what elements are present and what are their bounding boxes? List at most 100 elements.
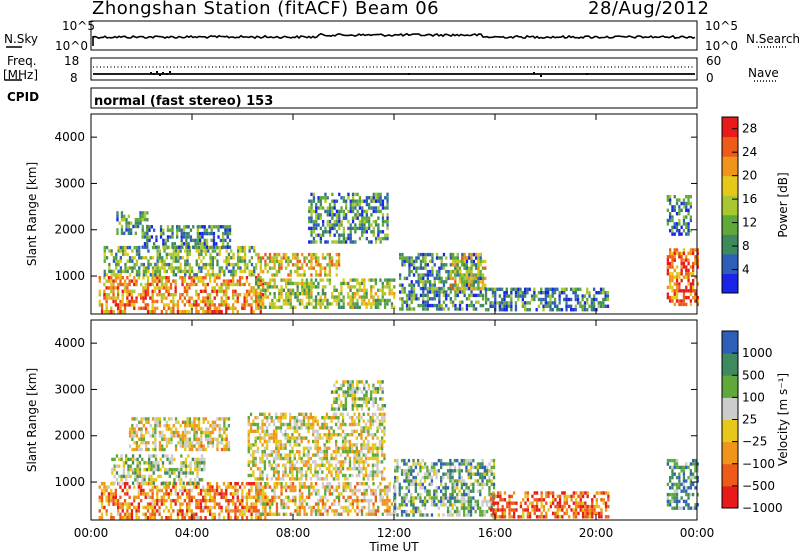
heatmap-cell [282, 252, 285, 257]
heatmap-cell [383, 485, 387, 489]
heatmap-cell [225, 492, 228, 496]
heatmap-cell [188, 262, 191, 267]
heatmap-cell [371, 422, 375, 427]
heatmap-cell [394, 499, 397, 504]
heatmap-cell [174, 273, 178, 277]
heatmap-cell [112, 299, 115, 304]
heatmap-cell [303, 505, 306, 510]
heatmap-cell [378, 419, 381, 423]
heatmap-cell [324, 492, 327, 496]
heatmap-cell [237, 266, 240, 270]
heatmap-cell [319, 226, 322, 231]
heatmap-cell [279, 422, 283, 427]
heatmap-cell [204, 427, 208, 431]
heatmap-cell [349, 390, 352, 394]
heatmap-cell [458, 290, 462, 294]
heatmap-cell [163, 249, 166, 253]
heatmap-cell [177, 467, 181, 472]
heatmap-cell [295, 426, 299, 430]
heatmap-cell [433, 276, 436, 281]
heatmap-cell [347, 302, 350, 306]
heatmap-cell [264, 259, 267, 264]
heatmap-cell [199, 505, 203, 510]
heatmap-cell [405, 513, 408, 517]
heatmap-cell [433, 286, 436, 291]
heatmap-cell [261, 460, 264, 464]
heatmap-cell [360, 433, 363, 437]
heatmap-cell [277, 443, 280, 447]
heatmap-cell [153, 286, 157, 290]
heatmap-cell [367, 426, 370, 430]
heatmap-cell [312, 422, 315, 427]
heatmap-cell [312, 223, 316, 227]
heatmap-cell [694, 292, 697, 296]
heatmap-cell [429, 290, 432, 294]
heatmap-cell [257, 278, 260, 282]
heatmap-cell [319, 202, 322, 207]
heatmap-cell [417, 280, 420, 284]
heatmap-cell [257, 488, 260, 493]
heatmap-cell [682, 222, 686, 226]
heatmap-cell [184, 461, 188, 465]
heatmap-cell [163, 417, 166, 421]
heatmap-cell [602, 287, 605, 291]
heatmap-cell [195, 299, 198, 304]
heatmap-cell [275, 453, 278, 457]
heatmap-cell [484, 291, 488, 295]
heatmap-cell [472, 259, 475, 264]
heatmap-cell [177, 430, 180, 435]
heatmap-cell [348, 433, 352, 437]
heatmap-cell [479, 303, 482, 308]
heatmap-cell [289, 470, 292, 474]
heatmap-cell [131, 256, 134, 260]
heatmap-cell [331, 192, 334, 197]
heatmap-cell [323, 419, 326, 423]
heatmap-cell [364, 446, 368, 450]
heatmap-cell [317, 199, 320, 203]
heatmap-cell [542, 304, 545, 308]
heatmap-cell [379, 298, 382, 303]
heatmap-cell [303, 259, 306, 264]
heatmap-cell [181, 437, 185, 441]
heatmap-cell [236, 482, 239, 486]
heatmap-cell [202, 256, 205, 260]
heatmap-cell [528, 287, 531, 291]
heatmap-cell [195, 427, 198, 431]
heatmap-cell [163, 269, 166, 274]
heatmap-cell [252, 293, 255, 297]
heatmap-cell [150, 461, 153, 465]
heatmap-cell [194, 467, 197, 472]
heatmap-cell [215, 482, 219, 486]
heatmap-cell [284, 416, 287, 420]
heatmap-cell [259, 263, 262, 267]
heatmap-cell [666, 285, 669, 290]
heatmap-cell [181, 512, 184, 516]
heatmap-cell [317, 256, 320, 260]
heatmap-cell [364, 443, 368, 447]
heatmap-cell [255, 502, 258, 506]
heatmap-cell [275, 433, 278, 437]
heatmap-cell [137, 306, 140, 310]
heatmap-cell [140, 293, 143, 297]
heatmap-cell [317, 505, 320, 510]
heatmap-cell [103, 273, 106, 277]
heatmap-cell [168, 245, 171, 250]
heatmap-cell [241, 256, 244, 260]
heatmap-cell [192, 482, 196, 486]
heatmap-cell [360, 380, 364, 384]
heatmap-cell [275, 305, 279, 309]
heatmap-cell [197, 276, 200, 280]
heatmap-cell [408, 266, 411, 270]
heatmap-cell [322, 223, 325, 227]
heatmap-cell [144, 495, 147, 499]
heatmap-cell [209, 492, 212, 496]
heatmap-cell [105, 499, 108, 503]
heatmap-cell [206, 485, 209, 489]
heatmap-cell [337, 263, 341, 267]
heatmap-cell [374, 302, 377, 306]
heatmap-cell [119, 512, 122, 516]
heatmap-cell [184, 434, 187, 438]
heatmap-cell [324, 199, 327, 203]
heatmap-cell [322, 196, 325, 200]
heatmap-cell [239, 256, 242, 260]
